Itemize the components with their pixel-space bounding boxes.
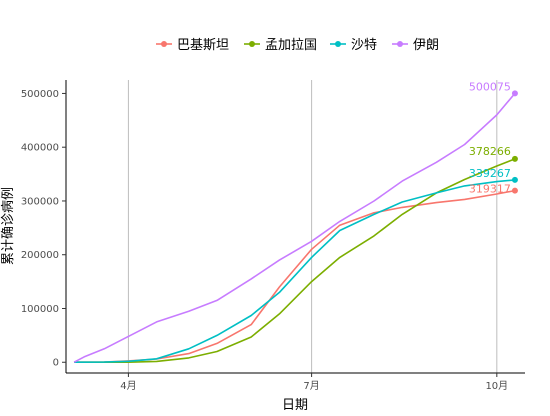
- legend-item: 孟加拉国: [244, 38, 317, 53]
- series-line: [74, 179, 515, 363]
- x-tick-label: 7月: [303, 380, 319, 392]
- y-tick-label: 100000: [21, 304, 59, 315]
- legend-label: 孟加拉国: [265, 38, 317, 53]
- y-tick-label: 0: [53, 358, 59, 369]
- series-line: [73, 92, 516, 363]
- axes: 0 100000 200000 300000 400000 500000 4月 7月 10月: [21, 80, 525, 392]
- x-axis-title: 日期: [282, 398, 308, 412]
- series-end-point: [511, 187, 518, 194]
- series-end-point: [511, 90, 518, 97]
- legend-key-point: [397, 41, 403, 47]
- x-tick-label: 10月: [485, 380, 508, 392]
- series-end-label: 500075: [469, 80, 511, 93]
- legend-key-point: [335, 41, 341, 47]
- series-end-point: [511, 155, 518, 162]
- legend-label: 巴基斯坦: [177, 38, 229, 53]
- y-tick-label: 300000: [21, 196, 59, 207]
- end-labels: 319317 378266 339267 500075: [469, 80, 511, 195]
- x-tick-label: 4月: [120, 380, 136, 392]
- legend-item: 巴基斯坦: [156, 38, 229, 53]
- y-axis-title: 累计确诊病例: [1, 187, 16, 265]
- legend-item: 伊朗: [392, 38, 439, 53]
- legend-key-point: [249, 41, 255, 47]
- legend-key-point: [161, 41, 167, 47]
- legend-item: 沙特: [330, 38, 377, 53]
- series-layer: [73, 90, 518, 363]
- y-tick-label: 200000: [21, 250, 59, 261]
- series-end-label: 339267: [469, 167, 511, 180]
- legend-label: 沙特: [351, 38, 377, 53]
- series-end-point: [511, 176, 518, 183]
- y-tick-label: 500000: [21, 89, 59, 100]
- series-line: [74, 158, 516, 363]
- y-tick-label: 400000: [21, 143, 59, 154]
- series-end-label: 378266: [469, 145, 511, 158]
- grid: [127, 80, 498, 373]
- series-end-label: 319317: [469, 183, 511, 196]
- legend: 巴基斯坦 孟加拉国 沙特 伊朗: [156, 38, 439, 53]
- legend-label: 伊朗: [413, 38, 439, 53]
